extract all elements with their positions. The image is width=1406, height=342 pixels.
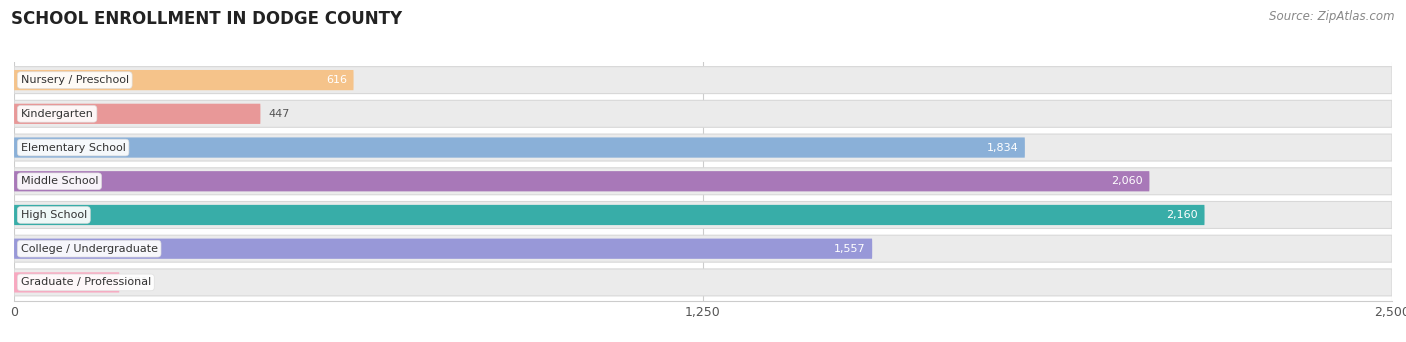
Text: 616: 616	[326, 75, 347, 85]
FancyBboxPatch shape	[14, 235, 1392, 262]
Text: 2,060: 2,060	[1111, 176, 1143, 186]
Text: SCHOOL ENROLLMENT IN DODGE COUNTY: SCHOOL ENROLLMENT IN DODGE COUNTY	[11, 10, 402, 28]
FancyBboxPatch shape	[14, 104, 260, 124]
FancyBboxPatch shape	[14, 137, 1025, 158]
Text: Kindergarten: Kindergarten	[21, 109, 94, 119]
Text: Elementary School: Elementary School	[21, 143, 125, 153]
FancyBboxPatch shape	[14, 269, 1392, 296]
Text: High School: High School	[21, 210, 87, 220]
Text: 191: 191	[128, 277, 149, 287]
FancyBboxPatch shape	[14, 205, 1205, 225]
FancyBboxPatch shape	[14, 134, 1392, 161]
FancyBboxPatch shape	[14, 67, 1392, 94]
Text: Source: ZipAtlas.com: Source: ZipAtlas.com	[1270, 10, 1395, 23]
FancyBboxPatch shape	[14, 171, 1150, 192]
FancyBboxPatch shape	[14, 239, 872, 259]
Text: 1,557: 1,557	[834, 244, 866, 254]
FancyBboxPatch shape	[14, 168, 1392, 195]
Text: 1,834: 1,834	[987, 143, 1018, 153]
FancyBboxPatch shape	[14, 100, 1392, 127]
FancyBboxPatch shape	[14, 272, 120, 292]
Text: Middle School: Middle School	[21, 176, 98, 186]
FancyBboxPatch shape	[14, 70, 353, 90]
FancyBboxPatch shape	[14, 201, 1392, 228]
Text: 2,160: 2,160	[1167, 210, 1198, 220]
Text: 447: 447	[269, 109, 290, 119]
Text: Graduate / Professional: Graduate / Professional	[21, 277, 150, 287]
Text: Nursery / Preschool: Nursery / Preschool	[21, 75, 129, 85]
Text: College / Undergraduate: College / Undergraduate	[21, 244, 157, 254]
